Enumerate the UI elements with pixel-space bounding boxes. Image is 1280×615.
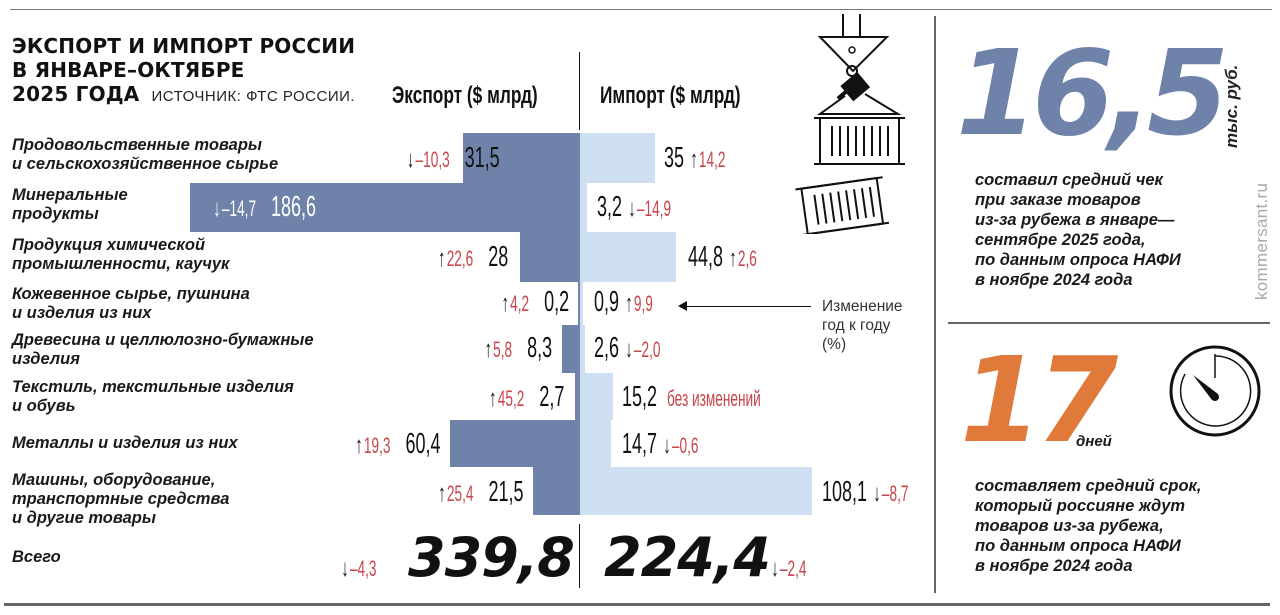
watermark-kommersant: kommersant.ru — [1252, 182, 1271, 300]
category-label-machines: Машины, оборудование, транспортные средст… — [12, 471, 230, 527]
export-value-metals: ↑19,3 60,4 — [354, 428, 440, 460]
stat-avg-check-description: составил средний чек при заказе товаров из… — [975, 171, 1181, 289]
category-label-chemicals: Продукция химической промышленности, кауч… — [12, 236, 230, 273]
import-bar-textile — [580, 373, 613, 420]
crane-container-icon — [795, 14, 905, 234]
export-bar-leather — [578, 282, 580, 325]
import-bar-minerals — [580, 183, 587, 232]
source-note: ИСТОЧНИК: ФТС РОССИИ. — [151, 88, 356, 105]
top-rule — [10, 9, 1272, 10]
center-axis-bottom — [579, 524, 580, 588]
stats-divider — [948, 322, 1270, 324]
import-value-leather: 0,9 ↑9,9 — [594, 286, 653, 318]
import-column-header: Импорт ($ млрд) — [600, 82, 741, 109]
export-value-leather: ↑4,2 0,2 — [501, 286, 569, 318]
import-bar-leather — [580, 282, 583, 325]
import-bar-metals — [580, 420, 611, 467]
export-bar-minerals — [190, 183, 580, 232]
export-value-textile: ↑45,2 2,7 — [488, 381, 564, 413]
export-bar-metals — [450, 420, 580, 467]
export-value-food: ↓–10,3 31,5 — [407, 142, 500, 174]
import-total-change: ↓–2,4 — [771, 555, 807, 582]
import-value-minerals: 3,2 ↓–14,9 — [597, 191, 672, 223]
bottom-rule — [4, 603, 1270, 606]
import-bar-chemicals — [580, 232, 676, 282]
export-bar-machines — [533, 467, 580, 515]
stat-avg-check-unit: тыс. руб. — [1222, 64, 1241, 148]
export-total-change: ↓–4,3 — [341, 555, 377, 582]
category-label-food: Продовольственные товары и сельскохозяйст… — [12, 136, 279, 173]
export-bar-wood — [562, 325, 580, 373]
panel-divider — [934, 16, 936, 593]
import-bar-machines — [580, 467, 812, 515]
import-value-machines: 108,1 ↓–8,7 — [822, 476, 909, 508]
stat-delivery-days-value: 17 — [960, 331, 1118, 469]
category-label-wood: Древесина и целлюлозно-бумажные изделия — [12, 331, 314, 368]
import-value-wood: 2,6 ↓–2,0 — [594, 332, 661, 364]
center-axis-top — [579, 52, 580, 130]
category-label-total: Всего — [12, 548, 61, 566]
category-label-minerals: Минеральные продукты — [12, 186, 128, 223]
import-total: 224,4 — [604, 526, 771, 589]
stopwatch-icon — [1169, 345, 1261, 437]
export-bar-food — [463, 133, 580, 183]
export-column-header: Экспорт ($ млрд) — [392, 82, 538, 109]
annotation-yoy-change: Изменение год к году (%) — [822, 298, 903, 353]
chart-title: ЭКСПОРТ И ИМПОРТ РОССИИ В ЯНВАРЕ–ОКТЯБРЕ… — [12, 34, 355, 109]
export-bar-chemicals — [520, 232, 580, 282]
export-value-chemicals: ↑22,6 28 — [437, 241, 508, 273]
stat-avg-check-value: 16,5 — [956, 24, 1229, 162]
import-value-food: 35 ↑14,2 — [664, 142, 726, 174]
export-value-minerals: ↓–14,7 186,6 — [213, 191, 317, 223]
annotation-arrow-head-icon — [678, 301, 687, 311]
import-value-chemicals: 44,8 ↑2,6 — [688, 241, 757, 273]
annotation-arrow-line — [684, 306, 811, 307]
title-line-2: В ЯНВАРЕ–ОКТЯБРЕ — [12, 58, 245, 82]
stat-delivery-days-unit: дней — [1076, 433, 1112, 450]
export-bar-textile — [575, 373, 580, 420]
stat-delivery-days-description: составляет средний срок, который россияне… — [975, 477, 1202, 575]
export-value-wood: ↑5,8 8,3 — [484, 332, 552, 364]
category-label-textile: Текстиль, текстильные изделия и обувь — [12, 378, 294, 415]
import-value-metals: 14,7 ↓–0,6 — [622, 428, 699, 460]
export-total: 339,8 — [408, 526, 575, 589]
import-value-textile: 15,2 без изменений — [622, 381, 761, 413]
import-bar-wood — [580, 325, 585, 373]
category-label-metals: Металлы и изделия из них — [12, 434, 238, 452]
import-bar-food — [580, 133, 655, 183]
title-line-1: ЭКСПОРТ И ИМПОРТ РОССИИ — [12, 34, 356, 58]
title-line-3: 2025 ГОДА — [12, 82, 140, 106]
export-value-machines: ↑25,4 21,5 — [437, 476, 523, 508]
category-label-leather: Кожевенное сырье, пушнина и изделия из ни… — [12, 285, 250, 322]
